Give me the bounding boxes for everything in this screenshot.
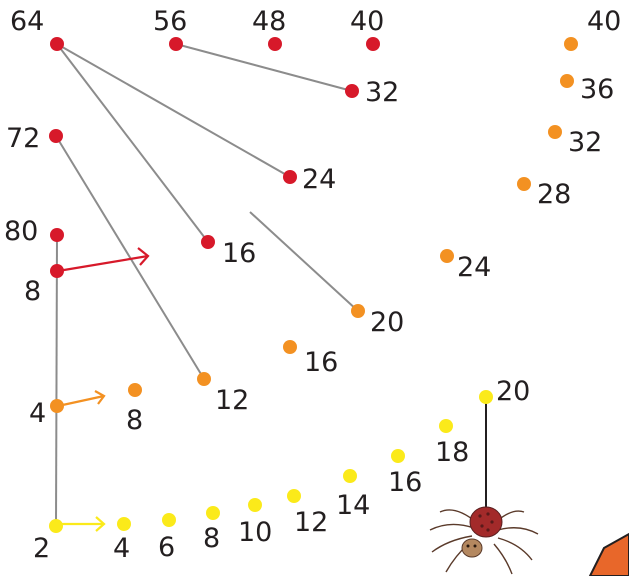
red-dot[interactable] xyxy=(50,264,64,278)
dot-label: 14 xyxy=(336,490,370,521)
orange-shape-corner xyxy=(588,532,629,576)
yellow-dot[interactable] xyxy=(287,489,301,503)
orange-dot[interactable] xyxy=(128,383,142,397)
orange-dot[interactable] xyxy=(548,125,562,139)
drawn-lines xyxy=(55,43,359,527)
dot-label: 32 xyxy=(365,77,399,108)
red-dot[interactable] xyxy=(49,129,63,143)
dot-label: 18 xyxy=(435,437,469,468)
line-partial-20 xyxy=(249,211,359,312)
yellow-dot-set xyxy=(49,390,493,533)
dot-label: 28 xyxy=(537,179,571,210)
dot-label: 24 xyxy=(302,164,336,195)
dot-label: 24 xyxy=(457,252,491,283)
yellow-arrow xyxy=(58,516,106,532)
dot-label: 20 xyxy=(370,307,404,338)
red-dot-set xyxy=(49,37,380,278)
line-64-16 xyxy=(56,43,209,243)
yellow-dot[interactable] xyxy=(49,519,63,533)
orange-dot[interactable] xyxy=(517,177,531,191)
dot-label: 20 xyxy=(496,376,530,407)
red-dot[interactable] xyxy=(366,37,380,51)
yellow-dot[interactable] xyxy=(162,513,176,527)
red-dot[interactable] xyxy=(345,84,359,98)
dot-label: 2 xyxy=(33,533,50,564)
orange-arrow xyxy=(57,390,106,408)
dot-label: 32 xyxy=(568,127,602,158)
red-dot[interactable] xyxy=(50,37,64,51)
line-80-2 xyxy=(55,234,58,527)
dot-label: 10 xyxy=(238,517,272,548)
line-64-24 xyxy=(56,43,291,178)
red-arrow xyxy=(57,247,150,273)
dot-label: 40 xyxy=(587,6,621,37)
spider-icon xyxy=(429,506,539,575)
dot-label: 8 xyxy=(24,276,41,307)
red-dot[interactable] xyxy=(50,228,64,242)
dot-label: 6 xyxy=(158,532,175,563)
red-dot[interactable] xyxy=(169,37,183,51)
dot-label: 64 xyxy=(10,6,44,37)
dot-label: 8 xyxy=(203,523,220,554)
yellow-labels: 2 4 6 8 10 12 14 16 18 20 xyxy=(33,376,530,564)
red-labels: 8 16 24 32 40 48 56 64 72 80 xyxy=(4,6,399,307)
line-72-12 xyxy=(55,135,205,380)
dot-label: 16 xyxy=(388,467,422,498)
orange-dot[interactable] xyxy=(560,74,574,88)
orange-dot[interactable] xyxy=(283,340,297,354)
orange-dot[interactable] xyxy=(440,249,454,263)
line-56-32 xyxy=(175,43,353,92)
orange-labels: 4 8 12 16 20 24 28 32 36 40 xyxy=(29,6,621,436)
red-dot[interactable] xyxy=(283,170,297,184)
orange-dot[interactable] xyxy=(50,399,64,413)
dot-label: 8 xyxy=(126,405,143,436)
dot-label: 12 xyxy=(294,507,328,538)
yellow-dot[interactable] xyxy=(117,517,131,531)
orange-dot-set xyxy=(50,37,578,413)
dot-label: 36 xyxy=(580,74,614,105)
yellow-dot[interactable] xyxy=(343,469,357,483)
orange-dot[interactable] xyxy=(564,37,578,51)
yellow-dot[interactable] xyxy=(439,419,453,433)
red-dot[interactable] xyxy=(201,235,215,249)
yellow-dot[interactable] xyxy=(206,506,220,520)
dot-label: 40 xyxy=(350,6,384,37)
dot-label: 16 xyxy=(304,347,338,378)
yellow-dot[interactable] xyxy=(479,390,493,404)
dot-label: 4 xyxy=(29,398,46,429)
dot-label: 12 xyxy=(215,385,249,416)
dot-label: 56 xyxy=(153,6,187,37)
red-dot[interactable] xyxy=(268,37,282,51)
orange-dot[interactable] xyxy=(351,304,365,318)
dot-label: 4 xyxy=(113,533,130,564)
dot-label: 16 xyxy=(222,238,256,269)
dot-label: 80 xyxy=(4,216,38,247)
yellow-dot[interactable] xyxy=(391,449,405,463)
orange-dot[interactable] xyxy=(197,372,211,386)
dot-label: 48 xyxy=(252,6,286,37)
yellow-dot[interactable] xyxy=(248,498,262,512)
dot-label: 72 xyxy=(6,123,40,154)
